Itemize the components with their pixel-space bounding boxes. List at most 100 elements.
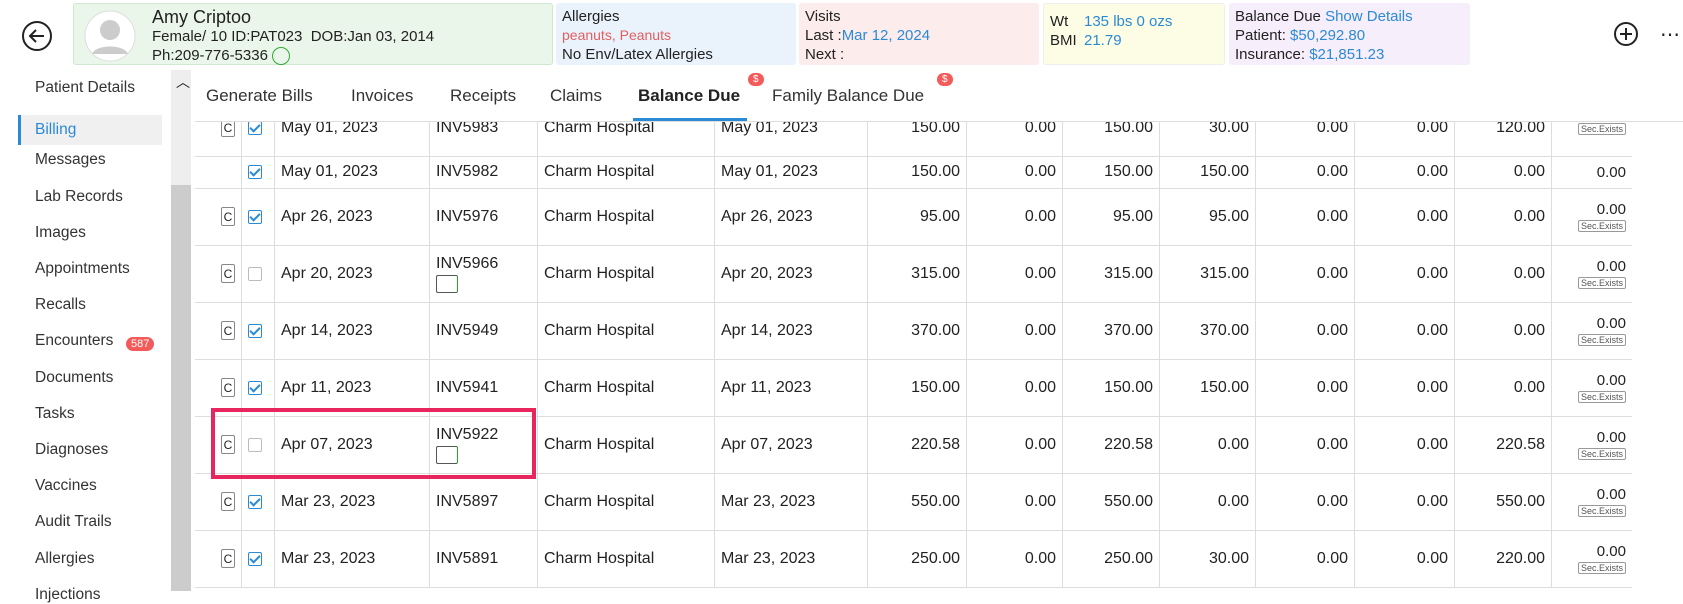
claim-button[interactable]: C — [221, 321, 235, 340]
invoice[interactable]: INV5941 — [436, 378, 499, 396]
sec-exists: Sec.Exists — [1577, 505, 1626, 517]
tab[interactable]: Claims — [550, 86, 602, 105]
phone-icon[interactable] — [272, 47, 291, 66]
invoice[interactable]: INV5982 — [436, 163, 499, 180]
date: May 01, 2023 — [274, 122, 429, 156]
button-cell: C — [215, 188, 241, 245]
sidebar-item[interactable]: Images — [35, 223, 86, 241]
checkbox[interactable] — [248, 437, 262, 452]
button-cell: C — [215, 530, 241, 587]
invoice-cell: INV5941 — [429, 359, 537, 416]
amount: 95.00 — [867, 188, 966, 245]
dob: DOB:Jan 03, 2014 — [310, 28, 435, 45]
sidebar-item[interactable]: Tasks — [35, 404, 75, 422]
invoice[interactable]: INV5949 — [436, 321, 499, 339]
amount: 550.00 — [1454, 473, 1551, 530]
more-menu[interactable]: ⋯ — [1660, 24, 1680, 46]
show-details[interactable]: Show Details — [1325, 8, 1413, 25]
sidebar-item[interactable]: Injections — [35, 585, 101, 603]
sec-exists: Sec.Exists — [1577, 334, 1626, 346]
claim-button[interactable]: C — [221, 122, 235, 137]
checkbox[interactable] — [248, 323, 262, 338]
checkbox[interactable] — [248, 551, 262, 566]
amount: 0.00 — [1354, 156, 1454, 188]
facility: Charm Hospital — [537, 302, 714, 359]
tab[interactable]: Generate Bills — [206, 86, 313, 105]
amount: 250.00 — [867, 530, 966, 587]
back-button[interactable] — [20, 19, 54, 53]
avatar — [84, 10, 136, 62]
checkbox-cell — [241, 416, 274, 473]
sidebar-item[interactable]: Vaccines — [35, 477, 97, 495]
claim-button[interactable]: C — [221, 264, 235, 283]
claim-button[interactable]: C — [221, 549, 235, 568]
claim-button[interactable]: C — [221, 492, 235, 511]
sidebar-item[interactable]: Audit Trails — [35, 513, 112, 531]
sidebar-item[interactable]: Recalls — [35, 296, 86, 314]
add-button[interactable] — [1612, 20, 1640, 48]
tab[interactable]: Receipts — [450, 86, 517, 105]
gender-age: Female/ 10 — [152, 28, 228, 45]
checkbox-cell — [241, 122, 274, 156]
claim-button[interactable]: C — [221, 435, 235, 454]
amount: 95.00 — [1062, 188, 1159, 245]
visits-card: Visits Last :Mar 12, 2024 Next : — [799, 3, 1039, 65]
patient-label: Patient: — [1235, 27, 1286, 44]
checkbox[interactable] — [248, 209, 262, 224]
sidebar-item[interactable]: Encounters — [35, 332, 114, 350]
patient-balance: $50,292.80 — [1290, 27, 1366, 44]
invoice[interactable]: INV5897 — [436, 492, 499, 510]
amount: 220.58 — [1454, 416, 1551, 473]
tab[interactable]: Invoices — [351, 86, 414, 105]
invoice-icon[interactable] — [436, 445, 458, 464]
claim-button[interactable]: C — [221, 378, 235, 397]
checkbox[interactable] — [248, 165, 262, 179]
checkbox[interactable] — [248, 266, 262, 281]
sidebar-item[interactable]: Allergies — [35, 549, 95, 567]
allergies-card: Allergies peanuts, Peanuts No Env/Latex … — [556, 3, 796, 65]
sidebar-item[interactable]: Documents — [35, 368, 114, 386]
amount: 0.00 — [1255, 359, 1354, 416]
amount: 370.00 — [867, 302, 966, 359]
env-allergies: No Env/Latex Allergies — [562, 46, 713, 63]
sidebar-item[interactable]: Diagnoses — [35, 441, 109, 458]
tab-underline — [633, 118, 747, 121]
facility: Charm Hospital — [537, 245, 714, 302]
invoice[interactable]: INV5891 — [436, 549, 499, 567]
balance: 0.00 — [1596, 201, 1626, 218]
tab[interactable]: Family Balance Due — [772, 86, 925, 105]
checkbox-cell — [241, 530, 274, 587]
checkbox[interactable] — [248, 494, 262, 509]
date: Mar 23, 2023 — [274, 530, 429, 587]
sidebar-item[interactable]: Messages — [35, 151, 106, 169]
tab-badge: $ — [937, 73, 953, 86]
sec-exists: Sec.Exists — [1577, 391, 1626, 403]
sidebar-item[interactable]: Patient Details — [35, 79, 135, 96]
invoice-cell: INV5897 — [429, 473, 537, 530]
checkbox[interactable] — [248, 380, 262, 395]
insurance-balance: $21,851.23 — [1309, 46, 1385, 63]
date: Mar 23, 2023 — [274, 473, 429, 530]
sidebar-item[interactable]: Lab Records — [35, 187, 123, 205]
invoice[interactable]: INV5983 — [436, 122, 499, 136]
facility: Charm Hospital — [537, 530, 714, 587]
balance: 0.00 — [1596, 163, 1626, 181]
sidebar-item[interactable]: Billing — [18, 115, 162, 146]
invoice[interactable]: INV5966 — [436, 254, 499, 272]
invoice[interactable]: INV5976 — [436, 207, 499, 225]
invoice-cell: INV5982 — [429, 156, 537, 188]
last-visit[interactable]: Mar 12, 2024 — [841, 27, 931, 44]
button-cell: C — [215, 416, 241, 473]
balance-cell: 0.00 Sec.Exists — [1551, 473, 1632, 530]
scroll-up[interactable]: ︿ — [176, 74, 190, 90]
claim-button[interactable]: C — [221, 207, 235, 226]
invoice-icon[interactable] — [436, 274, 458, 293]
checkbox-cell — [241, 473, 274, 530]
patient-id: ID:PAT023 — [231, 28, 303, 45]
tab[interactable]: Balance Due — [638, 86, 741, 105]
checkbox[interactable] — [248, 122, 262, 135]
invoice[interactable]: INV5922 — [436, 425, 499, 443]
sidebar-item[interactable]: Appointments — [35, 260, 130, 277]
amount: 0.00 — [1454, 359, 1551, 416]
balance-cell: 0.00 Sec.Exists — [1551, 302, 1632, 359]
